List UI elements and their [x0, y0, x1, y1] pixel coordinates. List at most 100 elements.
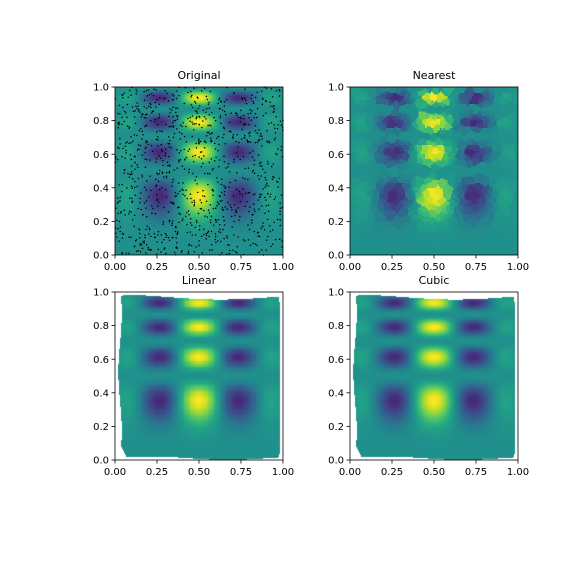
sample-point — [121, 116, 123, 119]
sample-point — [185, 215, 187, 218]
sample-point — [145, 141, 147, 144]
sample-point — [267, 163, 269, 165]
sample-point — [240, 138, 243, 140]
sample-point — [119, 200, 121, 202]
sample-point — [131, 218, 134, 221]
sample-point — [156, 198, 159, 201]
sample-point — [198, 105, 201, 107]
sample-point — [119, 196, 122, 199]
sample-point — [209, 173, 211, 175]
sample-point — [155, 184, 158, 186]
sample-point — [202, 120, 204, 122]
sample-point — [230, 206, 232, 209]
sample-point — [134, 194, 137, 196]
sample-point — [276, 128, 279, 130]
sample-point — [134, 110, 136, 112]
sample-point — [144, 113, 147, 116]
sample-point — [143, 202, 146, 204]
sample-point — [253, 230, 255, 233]
sample-point — [146, 95, 149, 97]
sample-point — [173, 169, 175, 171]
sample-point — [150, 106, 152, 108]
sample-point — [121, 94, 123, 96]
sample-point — [139, 201, 141, 204]
sample-point — [211, 168, 214, 171]
sample-point — [161, 130, 163, 133]
sample-point — [165, 234, 168, 236]
sample-point — [223, 160, 226, 163]
sample-point — [142, 113, 144, 115]
sample-point — [214, 119, 217, 122]
sample-point — [196, 112, 199, 114]
sample-point — [145, 89, 148, 92]
sample-point — [131, 106, 134, 108]
sample-point — [130, 170, 133, 173]
sample-point — [207, 230, 210, 232]
sample-point — [137, 144, 140, 146]
sample-point — [273, 198, 276, 201]
sample-point — [265, 204, 268, 207]
sample-point — [221, 109, 224, 111]
sample-point — [271, 96, 274, 98]
sample-point — [206, 216, 209, 218]
sample-point — [256, 116, 258, 119]
subplot-grid: Original 0.00 0.25 0.50 0.75 1.00 0.0 0.2 0.4 0.6… — [93, 69, 529, 478]
sample-point — [171, 222, 174, 225]
sample-point — [198, 142, 200, 145]
sample-point — [123, 120, 126, 123]
sample-point — [243, 137, 246, 139]
sample-point — [161, 150, 164, 152]
sample-point — [237, 146, 239, 148]
sample-point — [182, 193, 184, 196]
sample-point — [240, 109, 242, 112]
sample-point — [205, 232, 208, 235]
sample-point — [212, 190, 215, 192]
sample-point — [232, 137, 234, 139]
sample-point — [279, 120, 282, 122]
sample-point — [176, 118, 179, 120]
sample-point — [144, 152, 146, 154]
y-tick-label: 1.0 — [93, 83, 109, 94]
sample-point — [192, 172, 194, 175]
sample-point — [212, 207, 215, 210]
sample-point — [195, 117, 197, 120]
sample-point — [133, 186, 136, 189]
sample-point — [164, 97, 166, 99]
sample-point — [254, 112, 257, 115]
sample-point — [200, 208, 203, 210]
sample-point — [136, 90, 138, 93]
sample-point — [216, 201, 219, 203]
sample-point — [170, 185, 173, 187]
sample-point — [217, 149, 219, 152]
sample-point — [128, 197, 131, 199]
sample-point — [274, 132, 277, 134]
sample-point — [151, 212, 153, 215]
x-tick-label: 0.75 — [465, 262, 487, 273]
sample-point — [258, 251, 260, 253]
sample-point — [131, 201, 134, 204]
subplot-linear: Linear 0.00 0.25 0.50 0.75 1.00 0.0 0.2 0.4 0.6 0.… — [93, 274, 294, 478]
sample-point — [204, 111, 207, 113]
sample-point — [147, 105, 150, 108]
sample-point — [183, 102, 185, 105]
sample-point — [217, 203, 220, 205]
y-tick-label: 0.8 — [328, 321, 344, 332]
sample-point — [203, 172, 206, 175]
sample-point — [243, 122, 246, 125]
sample-point — [185, 156, 188, 159]
sample-point — [266, 140, 268, 142]
sample-point — [152, 94, 155, 97]
sample-point — [139, 244, 141, 247]
sample-point — [118, 104, 121, 107]
sample-point — [193, 87, 195, 90]
sample-point — [117, 212, 119, 215]
sample-point — [176, 149, 178, 151]
sample-point — [223, 237, 225, 240]
sample-point — [238, 141, 240, 144]
sample-point — [201, 252, 204, 254]
sample-point — [257, 139, 260, 141]
sample-point — [203, 228, 205, 230]
sample-point — [235, 152, 238, 154]
sample-point — [215, 137, 218, 140]
sample-point — [236, 114, 238, 116]
